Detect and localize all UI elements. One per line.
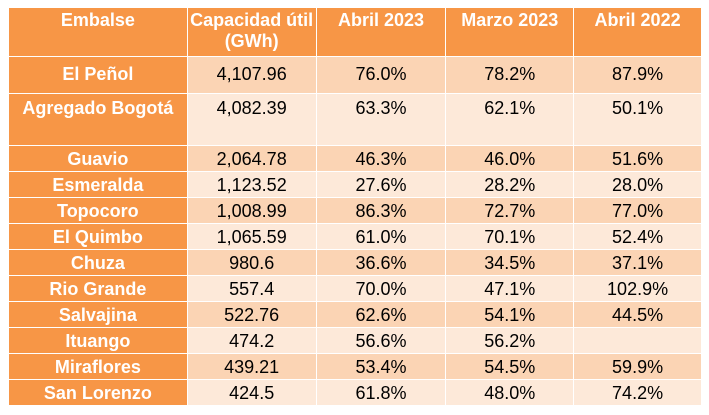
table-cell bbox=[573, 327, 702, 354]
table-cell: 2,064.78 bbox=[186, 145, 317, 172]
reservoir-name: Rio Grande bbox=[8, 275, 188, 302]
table-cell: 61.8% bbox=[315, 379, 447, 406]
table-cell: 980.6 bbox=[186, 249, 317, 276]
table-row: San Lorenzo 424.5 61.8% 48.0% 74.2% bbox=[8, 379, 702, 406]
table-cell: 54.5% bbox=[445, 353, 575, 380]
table-cell: 52.4% bbox=[573, 223, 702, 250]
table-row: Agregado Bogotá 4,082.39 63.3% 62.1% 50.1% bbox=[8, 93, 702, 146]
table-cell: 61.0% bbox=[315, 223, 447, 250]
table-row: El Peñol 4,107.96 76.0% 78.2% 87.9% bbox=[8, 56, 702, 94]
table-cell: 62.6% bbox=[315, 301, 447, 328]
table-cell: 4,107.96 bbox=[186, 56, 317, 94]
reservoir-name: El Quimbo bbox=[8, 223, 188, 250]
table-cell: 74.2% bbox=[573, 379, 702, 406]
table-row: Guavio 2,064.78 46.3% 46.0% 51.6% bbox=[8, 145, 702, 172]
table-cell: 87.9% bbox=[573, 56, 702, 94]
reservoir-name: Esmeralda bbox=[8, 171, 188, 198]
table-cell: 70.0% bbox=[315, 275, 447, 302]
table-cell: 76.0% bbox=[315, 56, 447, 94]
reservoir-name: San Lorenzo bbox=[8, 379, 188, 406]
table-cell: 439.21 bbox=[186, 353, 317, 380]
table-cell: 424.5 bbox=[186, 379, 317, 406]
table-cell: 522.76 bbox=[186, 301, 317, 328]
table-cell: 51.6% bbox=[573, 145, 702, 172]
table-cell: 557.4 bbox=[186, 275, 317, 302]
table-cell: 78.2% bbox=[445, 56, 575, 94]
table-cell: 4,082.39 bbox=[186, 93, 317, 146]
table-cell: 1,123.52 bbox=[186, 171, 317, 198]
table-cell: 48.0% bbox=[445, 379, 575, 406]
reservoir-table: Embalse Capacidad útil (GWh) Abril 2023 Mar… bbox=[8, 7, 702, 406]
table-cell: 50.1% bbox=[573, 93, 702, 146]
table-row: Ituango 474.2 56.6% 56.2% bbox=[8, 327, 702, 354]
reservoir-name: Agregado Bogotá bbox=[8, 93, 188, 146]
table-cell: 56.6% bbox=[315, 327, 447, 354]
reservoir-name: Miraflores bbox=[8, 353, 188, 380]
table-row: Topocoro 1,008.99 86.3% 72.7% 77.0% bbox=[8, 197, 702, 224]
table-row: Esmeralda 1,123.52 27.6% 28.2% 28.0% bbox=[8, 171, 702, 198]
table-cell: 53.4% bbox=[315, 353, 447, 380]
table-cell: 474.2 bbox=[186, 327, 317, 354]
table-cell: 44.5% bbox=[573, 301, 702, 328]
reservoir-name: El Peñol bbox=[8, 56, 188, 94]
table-cell: 72.7% bbox=[445, 197, 575, 224]
column-header: Embalse bbox=[8, 7, 188, 57]
table-row: Salvajina 522.76 62.6% 54.1% 44.5% bbox=[8, 301, 702, 328]
table-row: El Quimbo 1,065.59 61.0% 70.1% 52.4% bbox=[8, 223, 702, 250]
table-cell: 46.0% bbox=[445, 145, 575, 172]
table-cell: 77.0% bbox=[573, 197, 702, 224]
table-cell: 56.2% bbox=[445, 327, 575, 354]
table-cell: 59.9% bbox=[573, 353, 702, 380]
table-cell: 34.5% bbox=[445, 249, 575, 276]
table-cell: 46.3% bbox=[315, 145, 447, 172]
reservoir-name: Chuza bbox=[8, 249, 188, 276]
table-cell: 28.2% bbox=[445, 171, 575, 198]
table-cell: 1,065.59 bbox=[186, 223, 317, 250]
column-header: Marzo 2023 bbox=[445, 7, 575, 57]
column-header: Abril 2022 bbox=[573, 7, 702, 57]
header-row: Embalse Capacidad útil (GWh) Abril 2023 Mar… bbox=[8, 7, 702, 57]
reservoir-name: Guavio bbox=[8, 145, 188, 172]
table-cell: 70.1% bbox=[445, 223, 575, 250]
reservoir-name: Topocoro bbox=[8, 197, 188, 224]
table-cell: 62.1% bbox=[445, 93, 575, 146]
table-cell: 27.6% bbox=[315, 171, 447, 198]
column-header: Capacidad útil (GWh) bbox=[186, 7, 317, 57]
table-cell: 47.1% bbox=[445, 275, 575, 302]
table-cell: 1,008.99 bbox=[186, 197, 317, 224]
table-cell: 63.3% bbox=[315, 93, 447, 146]
table-row: Miraflores 439.21 53.4% 54.5% 59.9% bbox=[8, 353, 702, 380]
table-cell: 102.9% bbox=[573, 275, 702, 302]
table-cell: 86.3% bbox=[315, 197, 447, 224]
table-cell: 36.6% bbox=[315, 249, 447, 276]
reservoir-name: Salvajina bbox=[8, 301, 188, 328]
table-cell: 37.1% bbox=[573, 249, 702, 276]
column-header: Abril 2023 bbox=[315, 7, 447, 57]
table-cell: 54.1% bbox=[445, 301, 575, 328]
reservoir-name: Ituango bbox=[8, 327, 188, 354]
table-cell: 28.0% bbox=[573, 171, 702, 198]
table-row: Rio Grande 557.4 70.0% 47.1% 102.9% bbox=[8, 275, 702, 302]
table-row: Chuza 980.6 36.6% 34.5% 37.1% bbox=[8, 249, 702, 276]
